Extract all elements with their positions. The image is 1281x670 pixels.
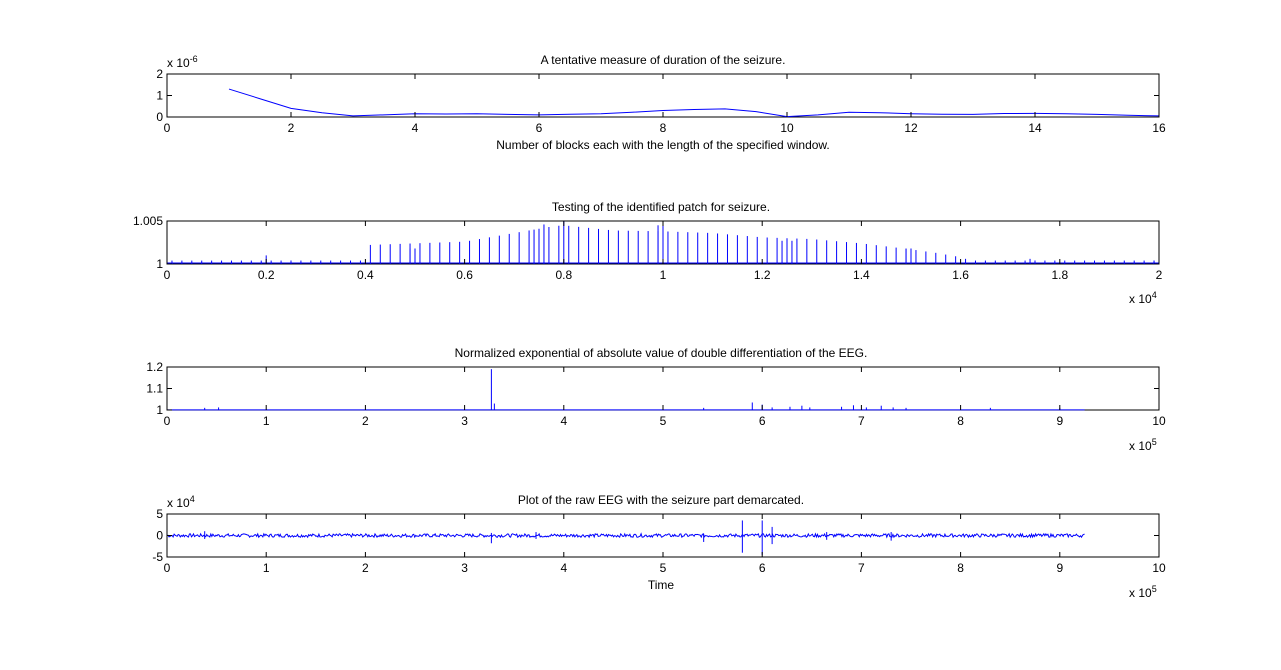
subplot-4-x-tick-label: 1 bbox=[263, 561, 270, 575]
subplot-3-x-tick-label: 4 bbox=[560, 414, 567, 428]
subplot-4-x-tick-label: 6 bbox=[759, 561, 766, 575]
subplot-4-xlabel: Time bbox=[648, 578, 675, 592]
subplot-2-x-tick-label: 1.4 bbox=[853, 268, 870, 282]
subplot-1-title: A tentative measure of duration of the s… bbox=[541, 53, 786, 67]
subplot-3-x-tick-label: 5 bbox=[660, 414, 667, 428]
subplot-1-x-tick-label: 2 bbox=[288, 121, 295, 135]
subplot-2-x-tick-label: 1 bbox=[660, 268, 667, 282]
subplot-4-x-tick-label: 10 bbox=[1152, 561, 1166, 575]
subplot-1-x-tick-label: 14 bbox=[1028, 121, 1042, 135]
subplot-4-y-tick-label: 0 bbox=[156, 529, 163, 543]
subplot-2-x-tick-label: 1.2 bbox=[754, 268, 771, 282]
subplot-3-x-tick-label: 7 bbox=[858, 414, 865, 428]
subplot-2-x-tick-label: 0.6 bbox=[456, 268, 473, 282]
subplot-2-x-tick-label: 1.6 bbox=[952, 268, 969, 282]
subplot-3-axes bbox=[166, 366, 1160, 411]
subplot-2-x-tick-label: 0.4 bbox=[357, 268, 374, 282]
subplot-1-y-tick-label: 1 bbox=[156, 89, 163, 103]
subplot-3-x-tick-label: 10 bbox=[1152, 414, 1166, 428]
subplot-1: A tentative measure of duration of the s… bbox=[156, 53, 1166, 152]
subplot-4-signal-line bbox=[166, 532, 1085, 539]
subplot-1-series bbox=[228, 88, 1160, 118]
subplot-3-y-tick-label: 1.1 bbox=[146, 382, 163, 396]
subplot-1-x-tick-label: 12 bbox=[904, 121, 918, 135]
subplot-3-x-tick-label: 9 bbox=[1056, 414, 1063, 428]
subplot-1-y-exponent: -6 bbox=[190, 54, 198, 64]
subplot-1-x-tick-label: 8 bbox=[660, 121, 667, 135]
subplot-4-x-exponent: 5 bbox=[1152, 584, 1157, 594]
subplot-4-x-tick-label: 8 bbox=[957, 561, 964, 575]
subplot-2-y-tick-label: 1 bbox=[156, 257, 163, 271]
subplot-2-x-tick-label: 1.8 bbox=[1051, 268, 1068, 282]
subplot-4-x-tick-label: 0 bbox=[164, 561, 171, 575]
subplot-4-y-tick-label: 5 bbox=[156, 507, 163, 521]
subplot-4-x-tick-label: 5 bbox=[660, 561, 667, 575]
subplot-4-x-tick-label: 3 bbox=[461, 561, 468, 575]
subplot-3-x-tick-label: 8 bbox=[957, 414, 964, 428]
subplot-4-x-tick-label: 2 bbox=[362, 561, 369, 575]
subplot-3-x-multiplier: x 105 bbox=[1129, 437, 1157, 453]
subplot-2-x-tick-label: 2 bbox=[1156, 268, 1163, 282]
subplot-3-x-exponent: 5 bbox=[1152, 437, 1157, 447]
subplot-3-x-tick-label: 6 bbox=[759, 414, 766, 428]
subplot-1-series-line bbox=[228, 88, 1160, 118]
subplot-3-x-tick-label: 2 bbox=[362, 414, 369, 428]
subplot-2-x-tick-label: 0.8 bbox=[555, 268, 572, 282]
subplot-2-x-tick-label: 0 bbox=[164, 268, 171, 282]
subplot-1-y-tick-label: 2 bbox=[156, 67, 163, 81]
subplot-2-ticks: 0 0.2 0.4 0.6 0.8 1 1.2 1.4 1.6 1.8 2 1 1.005 bbox=[133, 214, 1163, 282]
subplot-2: Testing of the identified patch for seiz… bbox=[133, 200, 1163, 306]
subplot-4-title: Plot of the raw EEG with the seizure par… bbox=[518, 493, 804, 507]
subplot-4-series bbox=[166, 520, 1085, 555]
subplot-4-x-tick-label: 9 bbox=[1056, 561, 1063, 575]
subplot-3-title: Normalized exponential of absolute value… bbox=[455, 346, 868, 360]
subplot-3-y-tick-label: 1.2 bbox=[146, 360, 163, 374]
subplot-3-y-tick-label: 1 bbox=[156, 403, 163, 417]
subplot-1-x-tick-label: 4 bbox=[412, 121, 419, 135]
subplot-4-x-tick-label: 7 bbox=[858, 561, 865, 575]
subplot-1-y-tick-label: 0 bbox=[156, 110, 163, 124]
subplot-1-x-tick-label: 6 bbox=[536, 121, 543, 135]
subplot-2-x-exponent: 4 bbox=[1152, 290, 1157, 300]
subplot-2-title: Testing of the identified patch for seiz… bbox=[552, 200, 770, 214]
subplot-1-axes bbox=[166, 73, 1160, 118]
subplot-4: Plot of the raw EEG with the seizure par… bbox=[152, 493, 1166, 600]
subplot-4-y-exponent: 4 bbox=[190, 494, 195, 504]
subplot-1-x-tick-label: 16 bbox=[1152, 121, 1166, 135]
subplot-3-x-tick-label: 1 bbox=[263, 414, 270, 428]
subplot-4-x-multiplier: x 105 bbox=[1129, 584, 1157, 600]
subplot-2-x-multiplier: x 104 bbox=[1129, 290, 1157, 306]
subplot-2-y-tick-label: 1.005 bbox=[133, 214, 163, 228]
subplot-1-y-multiplier: x 10-6 bbox=[167, 54, 198, 70]
subplot-4-y-multiplier: x 104 bbox=[167, 494, 195, 510]
subplot-4-y-tick-label: -5 bbox=[152, 550, 163, 564]
subplot-4-x-tick-label: 4 bbox=[560, 561, 567, 575]
subplot-3-x-tick-label: 3 bbox=[461, 414, 468, 428]
subplot-3-x-tick-label: 0 bbox=[164, 414, 171, 428]
subplot-4-ticks: 0 1 2 3 4 5 6 7 8 9 10-505 bbox=[152, 507, 1166, 575]
subplot-2-x-tick-label: 0.2 bbox=[258, 268, 275, 282]
subplot-1-xlabel: Number of blocks each with the length of… bbox=[496, 138, 830, 152]
subplot-1-x-tick-label: 0 bbox=[164, 121, 171, 135]
subplot-1-x-tick-label: 10 bbox=[780, 121, 794, 135]
subplot-3: Normalized exponential of absolute value… bbox=[146, 346, 1166, 453]
